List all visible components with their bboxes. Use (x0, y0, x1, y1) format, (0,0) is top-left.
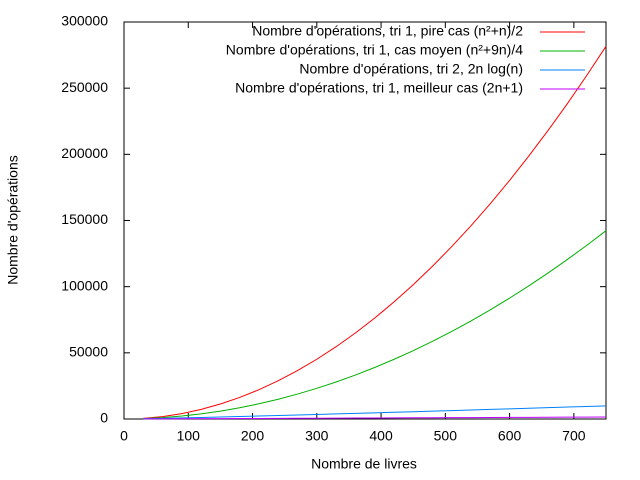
series-line (143, 405, 607, 420)
y-tick-label: 150000 (61, 211, 108, 227)
y-tick-label: 0 (100, 410, 108, 426)
x-tick-label: 400 (369, 428, 393, 444)
series-line (143, 230, 607, 420)
y-tick-label: 50000 (69, 344, 108, 360)
x-tick-label: 100 (177, 428, 201, 444)
x-axis-label: Nombre de livres (311, 456, 417, 472)
x-tick-label: 200 (241, 428, 265, 444)
legend-label: Nombre d'opérations, tri 1, cas moyen (n… (226, 42, 523, 58)
legend-label: Nombre d'opérations, tri 1, meilleur cas… (235, 80, 523, 96)
x-tick-label: 300 (305, 428, 329, 444)
series-line (143, 416, 607, 420)
x-tick-label: 600 (498, 428, 522, 444)
x-tick-label: 700 (562, 428, 586, 444)
y-tick-label: 200000 (61, 145, 108, 161)
y-tick-label: 100000 (61, 277, 108, 293)
y-tick-label: 300000 (61, 13, 108, 29)
legend-label: Nombre d'opérations, tri 1, pire cas (n²… (252, 23, 523, 39)
x-tick-label: 0 (120, 428, 128, 444)
x-tick-label: 500 (434, 428, 458, 444)
series-line (143, 46, 607, 419)
y-tick-label: 250000 (61, 79, 108, 95)
legend-label: Nombre d'opérations, tri 2, 2n log(n) (299, 61, 523, 77)
y-axis-label: Nombre d'opérations (5, 155, 21, 285)
